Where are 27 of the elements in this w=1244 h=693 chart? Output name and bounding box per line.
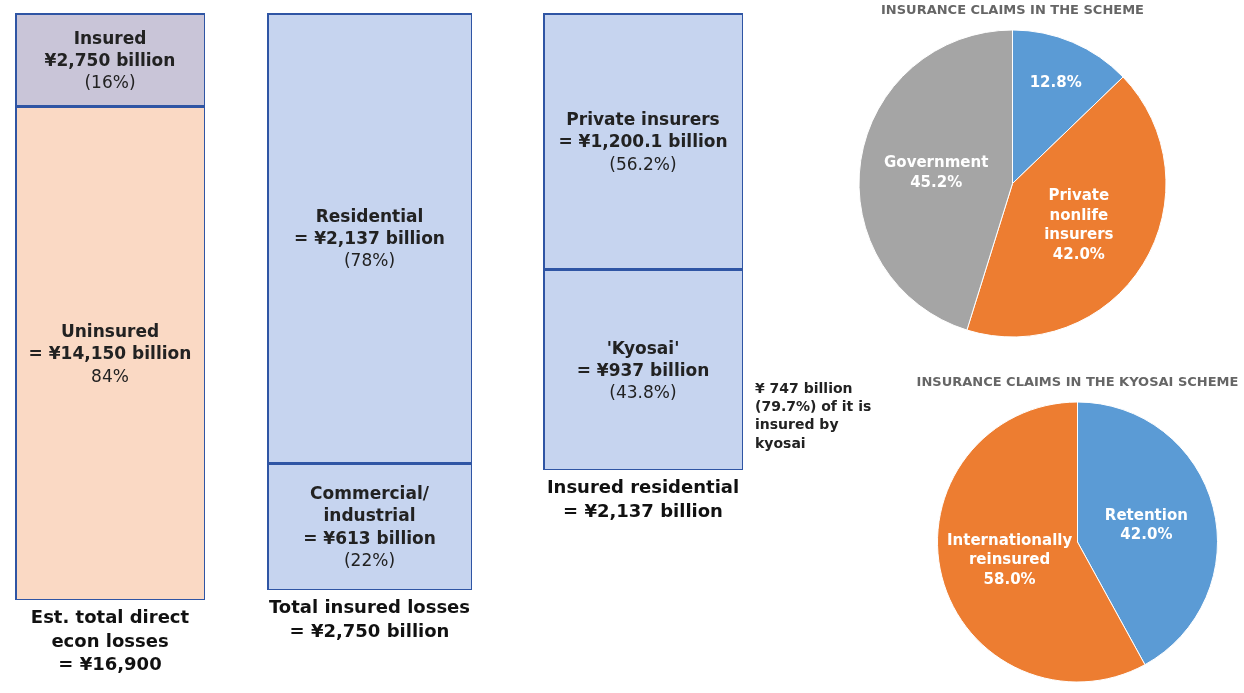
data-label: (22%) (343, 549, 396, 570)
x-axis-title: Est. total direct econ losses = ¥16,900 (30, 606, 190, 674)
data-label: (43.8%) (609, 382, 677, 403)
slice-label: Retention (1104, 505, 1188, 524)
x-axis-title: Total insured losses = ¥2,750 billion (268, 596, 471, 641)
data-label: 84% (91, 365, 129, 386)
x-axis-title: Insured residential = ¥2,137 billion (546, 476, 740, 521)
chart-title: INSURANCE CLAIMS IN THE KYOSAI SCHEME (916, 373, 1239, 389)
data-label: (56.2%) (609, 153, 677, 174)
data-label: (78%) (343, 250, 396, 271)
series-label: Commercial/ industrial = ¥613 billion (303, 483, 436, 548)
data-label: 42.0% (1120, 525, 1173, 544)
series-label: Private insurers = ¥1,200.1 billion (558, 109, 728, 152)
data-label: 45.2% (910, 172, 963, 191)
data-label: 42.0% (1052, 244, 1105, 263)
slice-label: Government (884, 153, 989, 172)
data-label: 12.8% (1029, 72, 1082, 91)
series-label: 'Kyosai' = ¥937 billion (576, 337, 710, 380)
data-label: 58.0% (983, 569, 1036, 588)
slice-label: Internationally reinsured (946, 530, 1073, 569)
data-label: (16%) (84, 72, 136, 93)
slice-label: Private nonlife insurers (1044, 186, 1114, 244)
series-label: Insured ¥2,750 billion (44, 27, 176, 70)
chart-title: INSURANCE CLAIMS IN THE SCHEME (881, 2, 1144, 18)
text: ¥ 747 billion (79.7%) of it is insured by kyosai (755, 380, 872, 451)
series-label: Residential = ¥2,137 billion (294, 205, 445, 249)
series-label: Uninsured = ¥14,150 billion (28, 321, 192, 364)
